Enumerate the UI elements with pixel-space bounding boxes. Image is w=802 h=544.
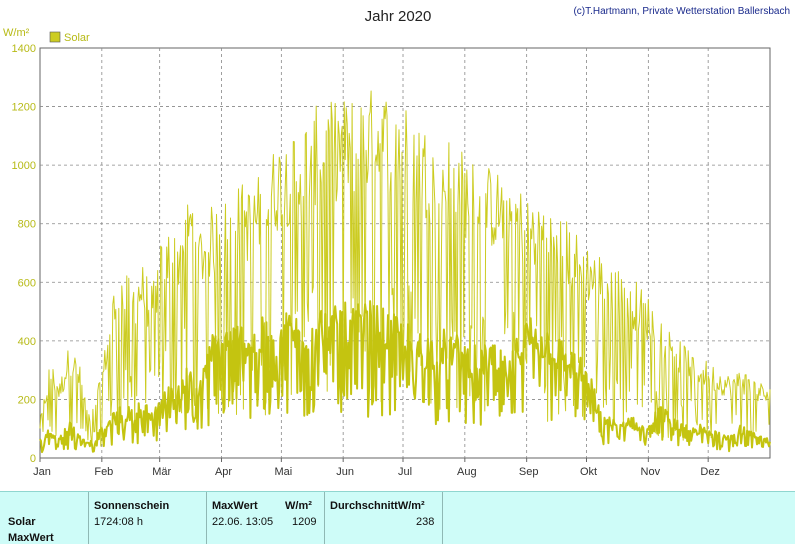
y-tick-label: 600 — [18, 277, 36, 289]
legend-swatch — [49, 31, 61, 43]
y-tick-label: 0 — [30, 453, 36, 465]
series-group — [39, 90, 771, 454]
y-axis-label: W/m² — [3, 27, 30, 39]
x-tick-label: Feb — [94, 466, 113, 478]
y-tick-label: 1200 — [12, 102, 36, 114]
chart-title: Jahr 2020 — [365, 8, 432, 25]
y-tick-label: 400 — [18, 336, 36, 348]
stats-divider — [324, 492, 325, 544]
y-tick-label: 800 — [18, 219, 36, 231]
x-tick-label: Okt — [580, 466, 597, 478]
durchschnitt-header: DurchschnittW/m² — [330, 500, 425, 512]
x-tick-label: Mär — [152, 466, 171, 478]
stats-divider — [206, 492, 207, 544]
solar-chart: Jahr 2020 (c)T.Hartmann, Private Wetters… — [3, 6, 790, 478]
chart-credit: (c)T.Hartmann, Private Wetterstation Bal… — [573, 6, 790, 17]
x-axis: Jan Feb Mär Apr Mai Jun Jul Aug Sep Okt Nov Dez — [33, 458, 720, 478]
x-tick-label: Sep — [519, 466, 539, 478]
durchschnitt-value: 238 — [416, 516, 435, 528]
series-line-mean — [39, 300, 771, 454]
stats-panel: Solar MaxWert Sonnenschein 1724:08 h Max… — [0, 491, 795, 544]
maxwert-header: MaxWert — [212, 500, 258, 512]
x-tick-label: Mai — [274, 466, 292, 478]
maxwert-value: 1209 — [292, 516, 317, 528]
x-tick-label: Jun — [336, 466, 354, 478]
y-axis: 0 200 400 600 800 1000 1200 1400 — [12, 43, 36, 465]
y-tick-label: 1000 — [12, 160, 36, 172]
x-tick-label: Jan — [33, 466, 51, 478]
maxwert-date: 22.06. 13:05 — [212, 516, 274, 528]
x-tick-label: Jul — [398, 466, 412, 478]
x-tick-label: Dez — [700, 466, 720, 478]
x-tick-label: Aug — [457, 466, 477, 478]
sonnenschein-header: Sonnenschein — [94, 500, 170, 512]
stats-row-label-solar: Solar — [8, 516, 36, 528]
stats-divider — [442, 492, 443, 544]
stats-row-label-maxwert: MaxWert — [8, 532, 54, 544]
y-tick-label: 1400 — [12, 43, 36, 55]
y-tick-label: 200 — [18, 394, 36, 406]
x-tick-label: Apr — [215, 466, 232, 478]
grid — [40, 48, 770, 458]
series-line-max — [39, 90, 771, 448]
legend-label: Solar — [64, 32, 90, 44]
x-tick-label: Nov — [641, 466, 661, 478]
stats-divider — [88, 492, 89, 544]
maxwert-unit: W/m² — [285, 500, 312, 512]
sonnenschein-value: 1724:08 h — [94, 516, 143, 528]
